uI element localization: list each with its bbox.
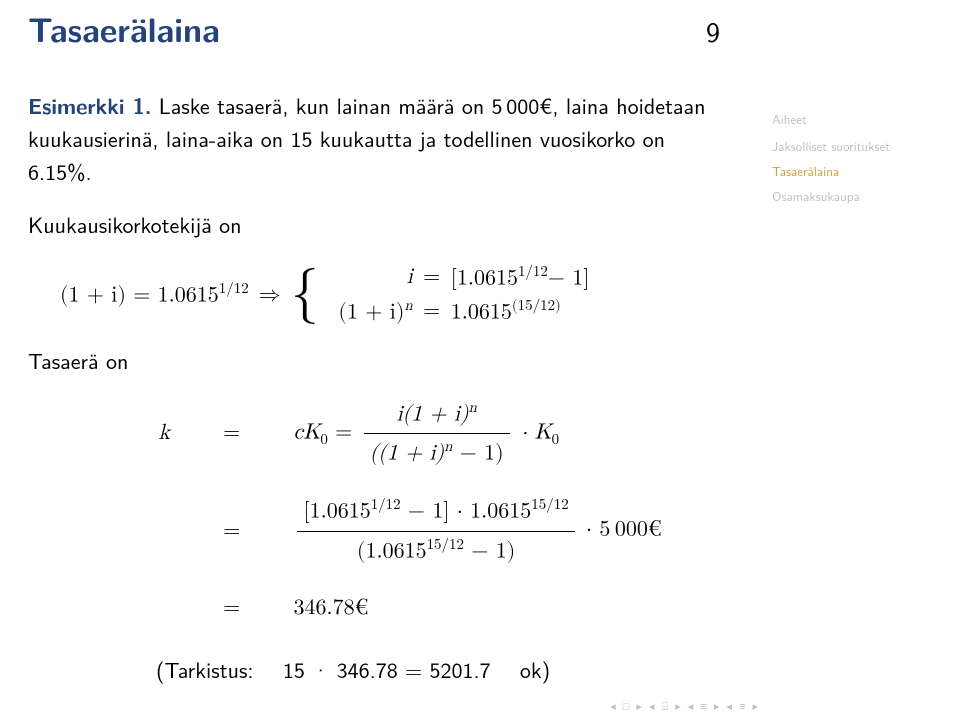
row1-r-pre: cK: [293, 421, 320, 443]
row1-r: cK0 = i(1 + i)n ((1 + i)n − 1) · K0: [293, 397, 732, 471]
monthly-factor-equation: (1 + i) = 1.06151/12 ⇒ { i = [1.06151/12…: [60, 261, 732, 330]
case-row-1: i = [1.06151/12− 1]: [329, 261, 590, 295]
sidebar: Aiheet Jaksolliset suoritukset Tasaeräla…: [760, 0, 960, 720]
eq1-lhs: (1 + i) = 1.06151/12: [60, 278, 249, 312]
frac2-num-e1: 1/12: [371, 497, 401, 512]
case2-rhs-a: 1.0615: [451, 302, 512, 324]
payment-derivation: k = cK0 = i(1 + i)n ((1 + i)n − 1) · K0: [88, 397, 732, 625]
row2-r-post: · 5 000€: [586, 519, 662, 541]
slide: Tasaerälaina 9 Esimerkki 1. Laske tasaer…: [0, 0, 960, 720]
frac1-den-a: ((1 + i): [370, 442, 445, 464]
cases: i = [1.06151/12− 1] (1 + i)n = 1.0615(15…: [329, 261, 590, 330]
case1-rhs: [1.06151/12− 1]: [451, 261, 590, 295]
frac2-den-b: − 1): [464, 540, 515, 562]
sidebar-head[interactable]: Aiheet: [772, 110, 948, 129]
frame-number: 9: [706, 10, 720, 51]
case1-rhs-b: − 1]: [548, 267, 590, 289]
eq1-arrow: ⇒: [259, 279, 281, 312]
title-bar: Tasaerälaina 9: [28, 0, 732, 53]
frac1: i(1 + i)n ((1 + i)n − 1): [364, 397, 510, 471]
frac1-den-b: − 1): [452, 442, 503, 464]
frac2-num-e2: 15/12: [531, 497, 568, 512]
frac2-num: [1.06151/12 − 1] · 1.061515/12: [297, 494, 574, 531]
row2-m: =: [188, 515, 275, 548]
row1-r-post-a: · K: [521, 421, 552, 443]
body: Esimerkki 1. Laske tasaerä, kun lainan m…: [28, 89, 732, 686]
monthly-factor-label: Kuukausikorkotekijä on: [28, 208, 732, 241]
case2-eq: =: [423, 295, 451, 329]
frac2-num-a: [1.0615: [303, 501, 370, 523]
row1-m: =: [188, 417, 275, 450]
nav-bar[interactable]: ◂ □ ▸ ◂ ⌸ ▸ ◂ ≡ ▸ ◂ ≡ ▸: [610, 700, 760, 714]
case1-eq: =: [423, 261, 451, 295]
case1-rhs-a: [1.0615: [451, 267, 518, 289]
row1-r-eq: =: [328, 421, 360, 443]
sidebar-item-tasaeralaina[interactable]: Tasaerälaina: [772, 162, 948, 181]
row1-r-sub: 0: [320, 432, 327, 447]
example-block: Esimerkki 1. Laske tasaerä, kun lainan m…: [28, 89, 732, 188]
payment-label: Tasaerä on: [28, 344, 732, 377]
check-line: (Tarkistus: 15 · 346.78 = 5201.7 ok): [156, 653, 732, 686]
case1-lhs: i: [329, 261, 423, 295]
brace-icon: {: [291, 265, 319, 321]
main-column: Tasaerälaina 9 Esimerkki 1. Laske tasaer…: [0, 0, 760, 720]
case1-rhs-exp: 1/12: [518, 264, 548, 279]
eq1-lhs-text: (1 + i) = 1.0615: [60, 284, 219, 306]
row3-m: =: [188, 592, 275, 625]
frac1-num-a: i(1 + i): [396, 403, 468, 425]
row3-r: 346.78€: [293, 592, 732, 625]
case2-lhs-text: (1 + i): [338, 302, 404, 324]
eq1-lhs-exp: 1/12: [219, 281, 249, 296]
frac2-num-b: − 1] · 1.0615: [401, 501, 532, 523]
frac2-den-a: (1.0615: [357, 540, 427, 562]
row1-l: k: [88, 417, 170, 450]
case2-lhs: (1 + i)n: [329, 295, 423, 329]
frac1-num: i(1 + i)n: [364, 397, 510, 434]
row1-r-post-sub: 0: [552, 432, 559, 447]
sidebar-item-jaksolliset[interactable]: Jaksolliset suoritukset: [772, 137, 948, 156]
example-label: Esimerkki 1.: [28, 89, 151, 121]
frac2-den: (1.061515/12 − 1): [297, 532, 574, 568]
frac1-den: ((1 + i)n − 1): [364, 434, 510, 470]
row2-r: [1.06151/12 − 1] · 1.061515/12 (1.061515…: [293, 494, 732, 568]
frac2-den-exp: 15/12: [427, 537, 464, 552]
frac2: [1.06151/12 − 1] · 1.061515/12 (1.061515…: [297, 494, 574, 568]
sidebar-item-osamaksu[interactable]: Osamaksukaupa: [772, 187, 948, 206]
case-row-2: (1 + i)n = 1.0615(15/12): [329, 295, 590, 329]
case2-lhs-exp: n: [404, 298, 412, 313]
case2-rhs-exp: (15/12): [512, 298, 561, 313]
frame-title: Tasaerälaina: [28, 4, 220, 53]
frac1-num-exp: n: [469, 400, 477, 415]
case2-rhs: 1.0615(15/12): [451, 295, 561, 329]
